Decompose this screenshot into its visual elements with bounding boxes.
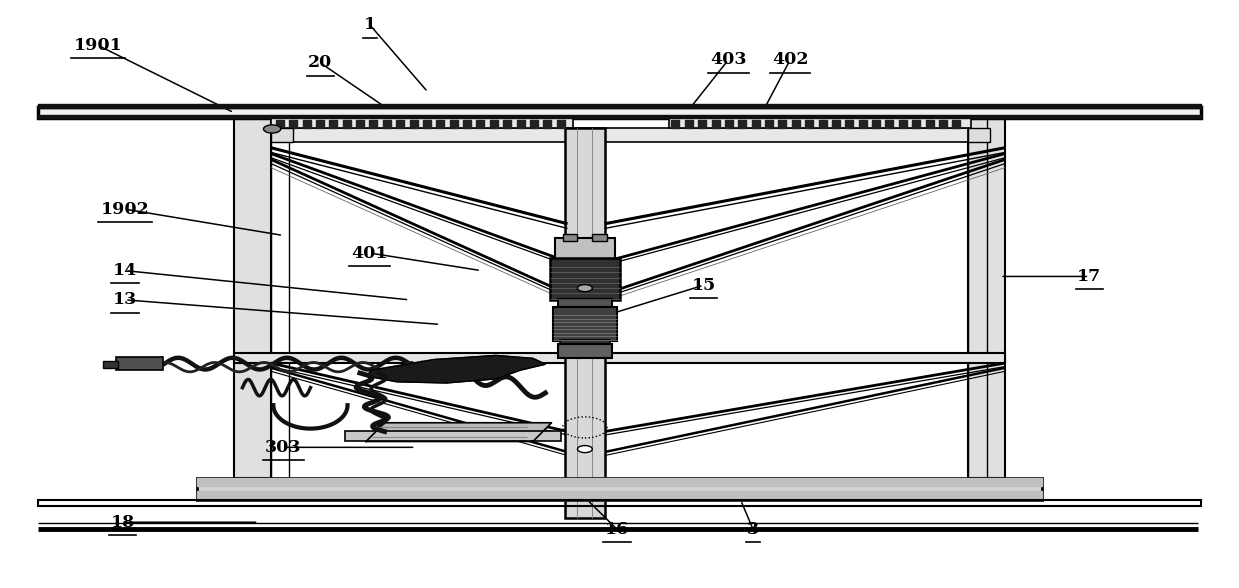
Text: 402: 402 — [772, 51, 808, 68]
Bar — [553, 307, 617, 341]
Bar — [271, 128, 294, 142]
Bar — [234, 118, 271, 479]
Bar — [38, 500, 1201, 506]
Circle shape — [264, 125, 281, 133]
Bar — [592, 234, 607, 241]
Bar — [116, 357, 164, 370]
Polygon shape — [366, 356, 545, 383]
Text: 15: 15 — [691, 277, 716, 294]
Bar — [271, 118, 572, 128]
Text: 3: 3 — [747, 521, 760, 538]
Text: 303: 303 — [265, 439, 301, 456]
Bar — [271, 128, 968, 142]
Text: 14: 14 — [113, 262, 138, 279]
Bar — [968, 118, 986, 479]
Text: 20: 20 — [309, 54, 332, 71]
Bar — [563, 234, 577, 241]
Bar — [234, 353, 1005, 363]
Text: 18: 18 — [110, 514, 135, 531]
Text: 401: 401 — [352, 245, 388, 262]
Bar — [968, 128, 990, 142]
Text: 16: 16 — [605, 521, 629, 538]
Bar — [103, 360, 118, 368]
Bar — [669, 118, 970, 128]
Bar — [38, 107, 1201, 118]
Bar — [271, 118, 290, 479]
Text: 1902: 1902 — [100, 201, 150, 218]
Bar — [558, 345, 612, 358]
Text: 13: 13 — [113, 291, 138, 308]
Circle shape — [577, 285, 592, 292]
Circle shape — [577, 446, 592, 453]
Bar — [560, 340, 610, 345]
Text: 403: 403 — [710, 51, 747, 68]
Text: 17: 17 — [1077, 268, 1101, 285]
Bar — [968, 118, 1005, 479]
Bar — [558, 299, 612, 307]
Text: 1901: 1901 — [73, 37, 123, 54]
Polygon shape — [366, 423, 551, 442]
Bar — [550, 258, 620, 300]
Bar — [555, 238, 615, 259]
Bar — [197, 478, 1042, 500]
Bar — [565, 128, 605, 517]
Text: 1: 1 — [364, 16, 375, 34]
Bar — [344, 431, 561, 442]
